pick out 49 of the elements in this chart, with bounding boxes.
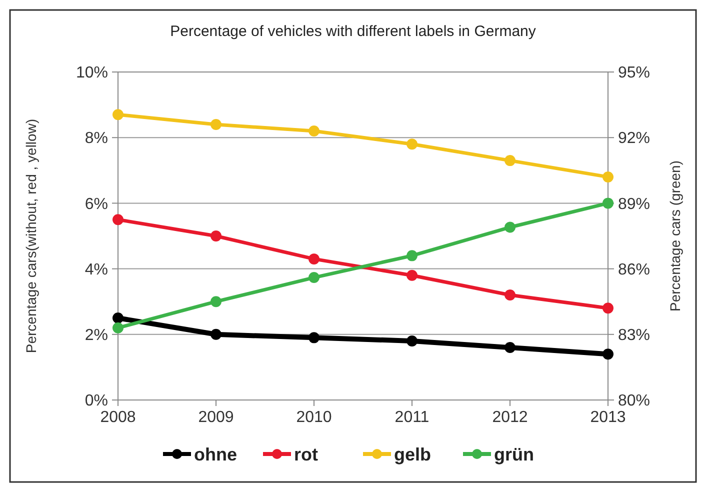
point bbox=[308, 253, 320, 264]
x-tick-label: 2011 bbox=[394, 409, 430, 426]
y2-tick-label: 95% bbox=[618, 64, 650, 82]
chart-title: Percentage of vehicles with different labels in Germany bbox=[170, 23, 536, 40]
point bbox=[602, 198, 614, 209]
point bbox=[504, 155, 516, 166]
y2-tick-label: 80% bbox=[618, 392, 650, 410]
point bbox=[504, 290, 516, 301]
y-tick-label: 8% bbox=[84, 130, 108, 148]
point bbox=[406, 138, 418, 150]
y2-axis-title: Percentage cars (green) bbox=[667, 160, 683, 312]
point bbox=[602, 348, 614, 360]
point bbox=[210, 328, 222, 340]
point bbox=[112, 322, 124, 334]
point bbox=[602, 171, 614, 182]
y2-tick-label: 83% bbox=[618, 327, 650, 344]
point bbox=[406, 270, 418, 281]
point bbox=[406, 250, 418, 262]
y-tick-label: 2% bbox=[84, 327, 108, 344]
point bbox=[112, 312, 124, 324]
point bbox=[210, 296, 222, 308]
point bbox=[112, 109, 124, 120]
x-tick-label: 2008 bbox=[100, 409, 136, 426]
y2-tick-label: 89% bbox=[618, 196, 650, 213]
y-axis-title: Percentage cars(without, red , yellow) bbox=[23, 118, 39, 354]
point bbox=[112, 214, 124, 226]
x-tick-label: 2009 bbox=[198, 409, 234, 426]
point bbox=[308, 126, 320, 137]
point bbox=[308, 332, 320, 344]
point bbox=[406, 335, 418, 346]
point bbox=[210, 230, 222, 242]
y-tick-label: 4% bbox=[84, 261, 108, 278]
x-tick-label: 2010 bbox=[296, 409, 332, 426]
legend-label: gelb bbox=[394, 444, 432, 464]
point bbox=[602, 302, 614, 314]
y2-tick-label: 86% bbox=[618, 261, 650, 278]
point bbox=[308, 272, 320, 284]
point bbox=[210, 118, 222, 130]
legend-label: rot bbox=[294, 444, 318, 464]
legend-label: ohne bbox=[194, 444, 237, 464]
y-tick-label: 10% bbox=[76, 64, 108, 82]
y-tick-label: 6% bbox=[84, 196, 108, 213]
point bbox=[504, 222, 516, 233]
x-tick-label: 2013 bbox=[590, 409, 626, 426]
y-tick-label: 0% bbox=[84, 392, 108, 410]
legend-label: grün bbox=[494, 444, 534, 464]
point bbox=[504, 342, 516, 354]
x-tick-label: 2012 bbox=[492, 409, 528, 426]
y2-tick-label: 92% bbox=[618, 130, 650, 148]
